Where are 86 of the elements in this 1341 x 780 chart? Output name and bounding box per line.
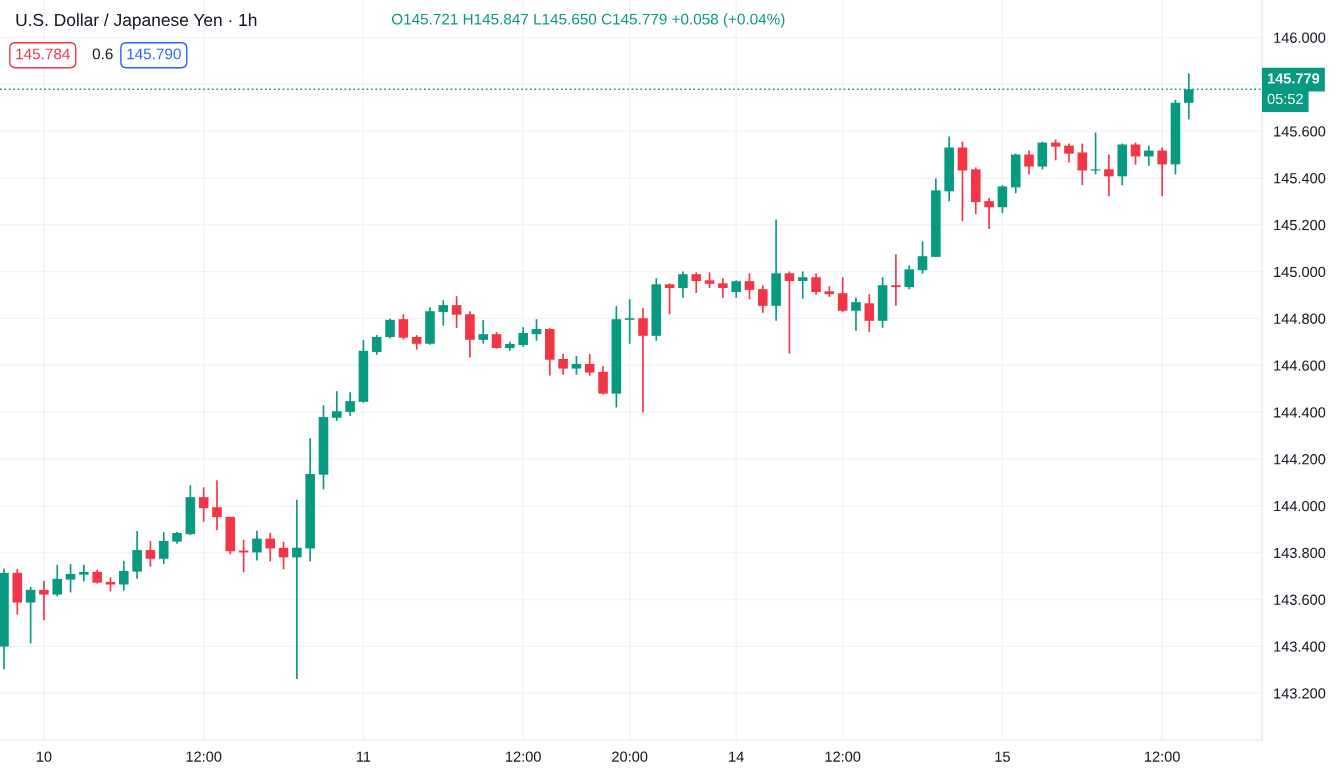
candlestick — [917, 240, 928, 275]
candlestick — [1050, 138, 1061, 162]
candlestick — [891, 253, 901, 307]
x-tick-label: 12:00 — [1145, 751, 1180, 762]
x-tick-label: 10 — [36, 751, 52, 762]
text: 05:52 — [1267, 93, 1303, 105]
x-tick-label: 11 — [356, 751, 371, 762]
candlestick — [478, 319, 489, 345]
y-tick-label: 143.600 — [1274, 594, 1326, 605]
candlestick — [438, 299, 449, 327]
candlestick — [292, 498, 302, 680]
candlestick — [518, 326, 528, 348]
candlestick — [864, 293, 875, 333]
candlestick — [158, 531, 169, 565]
x-tick-label: 20:00 — [612, 751, 648, 762]
candlestick — [691, 271, 702, 294]
y-tick-label: 144.000 — [1274, 500, 1326, 512]
candlestick — [744, 272, 755, 301]
candlestick — [598, 365, 608, 396]
candlestick — [385, 317, 395, 340]
candlestick — [52, 564, 63, 598]
x-tick-label: 14 — [729, 751, 744, 762]
candlestick — [79, 564, 89, 583]
candlestick — [904, 264, 915, 291]
annotation: 0.6 — [92, 48, 113, 60]
candlestick — [624, 298, 635, 345]
text: U.S. Dollar / Japanese Yen · 1h — [16, 13, 257, 30]
candlestick — [678, 270, 688, 299]
candlestick — [997, 184, 1008, 214]
candlestick — [957, 140, 968, 222]
x-tick-label: 12:00 — [186, 751, 222, 762]
candlestick — [837, 276, 848, 313]
candlestick — [65, 563, 76, 594]
candlestick — [252, 529, 262, 562]
y-tick-label: 144.400 — [1274, 407, 1326, 418]
x-tick-label: 12:00 — [506, 751, 541, 762]
candlestick — [1104, 153, 1114, 198]
ref-line-label: 145.779 — [1267, 73, 1320, 84]
y-tick-label: 146.000 — [1274, 32, 1326, 43]
candlestick — [1077, 142, 1088, 187]
candlestick — [1130, 141, 1141, 166]
candlestick — [1157, 146, 1167, 198]
candlestick — [1064, 142, 1074, 164]
y-tick-label: 144.200 — [1274, 454, 1326, 465]
candlestick — [25, 586, 36, 645]
y-tick-label: 144.600 — [1274, 360, 1326, 371]
candlestick — [664, 282, 675, 316]
y-tick-label: 144.800 — [1274, 313, 1326, 324]
candlestick — [132, 530, 142, 580]
y-tick-label: 143.400 — [1274, 641, 1326, 652]
candlestick — [984, 197, 994, 230]
y-tick-label: 145.000 — [1274, 266, 1326, 278]
candlestick — [198, 486, 209, 523]
candlestick — [784, 270, 795, 355]
candlestick — [1024, 149, 1034, 176]
y-tick-label: 143.800 — [1274, 547, 1326, 559]
annotation: 145.784 — [16, 48, 70, 60]
candlestick — [39, 580, 49, 622]
candlestick — [451, 295, 462, 329]
y-tick-label: 143.200 — [1274, 688, 1326, 699]
candlestick — [371, 334, 382, 356]
candlestick — [584, 353, 595, 377]
candlestick — [797, 270, 808, 300]
text: O145.721 H145.847 L145.650 C145.779 +0.058 (+0.04%) — [391, 13, 785, 28]
candlestick — [851, 296, 861, 332]
candlestick — [718, 277, 728, 299]
y-tick-label: 145.200 — [1274, 219, 1326, 231]
candlestick — [119, 560, 129, 592]
candlestick — [558, 353, 568, 376]
x-tick-label: 15 — [995, 751, 1010, 762]
candlestick — [811, 272, 821, 296]
x-tick-label: 12:00 — [825, 751, 861, 762]
candlestick — [1037, 140, 1048, 171]
candlestick — [571, 355, 582, 376]
y-tick-label: 145.400 — [1274, 173, 1326, 184]
candlestick — [638, 307, 648, 414]
annotation: 145.790 — [127, 48, 181, 60]
candlestick — [345, 391, 355, 417]
candlestick — [145, 540, 156, 568]
candlestick — [332, 390, 342, 422]
candlestick — [212, 479, 222, 532]
y-tick-label: 145.600 — [1274, 126, 1326, 137]
candlestick — [531, 318, 542, 342]
candlestick — [265, 531, 276, 563]
candlestick — [398, 313, 409, 341]
candlestick — [758, 284, 768, 314]
